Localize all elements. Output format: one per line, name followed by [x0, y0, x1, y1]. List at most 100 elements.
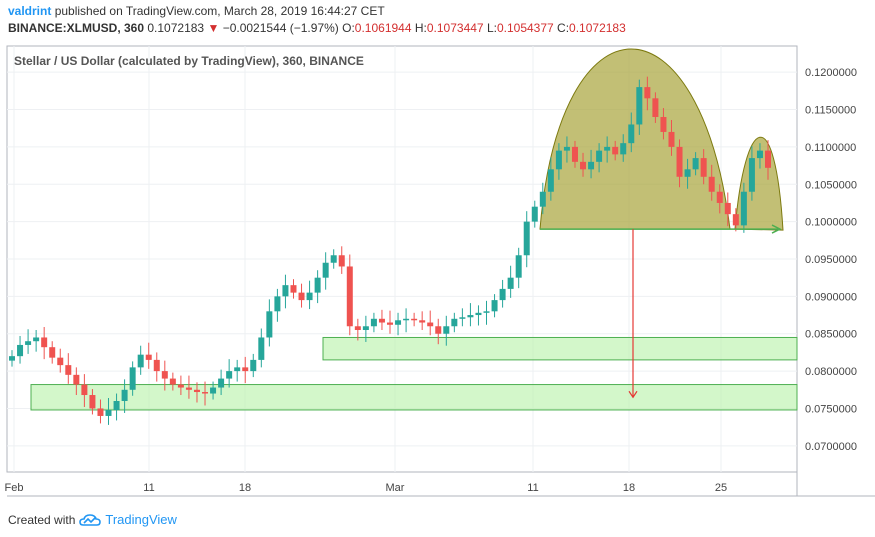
- support-zone: [322, 336, 798, 361]
- high-value: 0.1073447: [426, 21, 484, 35]
- candle-body: [555, 150, 562, 170]
- candle-body: [73, 374, 80, 385]
- candle-body: [218, 378, 225, 388]
- candle-body: [65, 365, 72, 375]
- candle-body: [732, 214, 739, 226]
- candle-body: [113, 401, 120, 410]
- candle-body: [362, 326, 369, 330]
- candle-body: [700, 158, 707, 177]
- candle-body: [306, 292, 313, 301]
- candle-body: [266, 311, 273, 338]
- last-price: 0.1072183: [147, 21, 205, 35]
- candle-body: [330, 255, 337, 263]
- close-value: 0.1072183: [569, 21, 626, 35]
- candle-body: [475, 312, 482, 316]
- candle-body: [202, 392, 209, 394]
- candle-body: [483, 311, 490, 313]
- publish-text: published on TradingView.com, March 28, …: [54, 4, 385, 18]
- chart-area[interactable]: 0.0700000 0.0750000 0.0800000 0.0850000 0.09…: [0, 44, 875, 504]
- tradingview-brand[interactable]: TradingView: [105, 512, 177, 527]
- candle-body: [169, 378, 176, 385]
- candle-body: [604, 146, 611, 151]
- head-shape: [539, 48, 731, 230]
- x-tick-label: 18: [239, 482, 251, 494]
- candle-body: [435, 326, 442, 334]
- candle-body: [49, 347, 56, 358]
- candle-body: [378, 318, 385, 323]
- symbol-label: BINANCE:XLMUSD, 360: [8, 21, 145, 35]
- candle-body: [451, 318, 458, 327]
- candle-body: [121, 389, 128, 401]
- candle-body: [765, 150, 771, 168]
- candle-body: [274, 296, 281, 312]
- x-tick-label: 11: [143, 482, 154, 494]
- candle-body: [234, 367, 241, 372]
- candle-body: [531, 206, 538, 222]
- candle-body: [395, 320, 402, 325]
- y-tick-label: 0.0850000: [805, 329, 857, 341]
- price-chart[interactable]: 0.0700000 0.0750000 0.0800000 0.0850000 0.09…: [0, 44, 875, 504]
- symbol-info: BINANCE:XLMUSD, 360 0.1072183 ▼ −0.00215…: [8, 21, 626, 35]
- candle-body: [620, 143, 627, 155]
- candle-body: [668, 131, 675, 147]
- candle-body: [716, 191, 723, 203]
- candle-body: [193, 389, 200, 393]
- candle-body: [322, 262, 329, 278]
- x-tick-label: 11: [527, 482, 538, 494]
- candle-body: [523, 221, 530, 256]
- candle-body: [314, 277, 321, 293]
- candle-body: [692, 158, 699, 170]
- candle-body: [338, 255, 345, 267]
- y-tick-label: 0.0900000: [805, 291, 857, 303]
- open-value: 0.1061944: [354, 21, 412, 35]
- candle-body: [41, 337, 48, 348]
- y-tick-label: 0.0750000: [805, 403, 857, 415]
- candle-body: [660, 117, 667, 132]
- x-tick-label: Feb: [5, 482, 24, 494]
- candle-body: [539, 191, 546, 207]
- candle-body: [81, 384, 88, 396]
- candle-body: [370, 318, 377, 327]
- candle-body: [419, 320, 426, 323]
- candle-body: [346, 266, 353, 327]
- y-tick-label: 0.1150000: [805, 105, 856, 117]
- low-value: 0.1054377: [496, 21, 554, 35]
- y-tick-label: 0.1100000: [805, 142, 856, 154]
- candle-body: [563, 146, 570, 151]
- candle-body: [596, 150, 603, 162]
- candle-body: [258, 337, 265, 360]
- candle-body: [242, 367, 249, 372]
- candle-body: [57, 357, 64, 366]
- candle-body: [724, 202, 731, 215]
- close-label: C:: [557, 21, 570, 35]
- chart-title: Stellar / US Dollar (calculated by Tradi…: [14, 54, 364, 68]
- candle-body: [515, 255, 522, 278]
- tradingview-cloud-icon[interactable]: [79, 513, 102, 527]
- candle-body: [226, 371, 233, 379]
- candle-body: [9, 356, 15, 361]
- candle-body: [185, 387, 192, 390]
- candle-body: [547, 169, 554, 192]
- candle-body: [411, 318, 418, 321]
- author-name[interactable]: valdrint: [8, 4, 52, 18]
- y-tick-label: 0.0800000: [805, 366, 857, 378]
- candle-body: [97, 408, 104, 416]
- candle-body: [290, 285, 297, 293]
- candle-body: [684, 169, 691, 177]
- open-label: O:: [342, 21, 355, 35]
- candle-body: [145, 354, 152, 360]
- candle-body: [210, 387, 217, 394]
- y-tick-label: 0.1050000: [805, 179, 857, 191]
- candle-body: [137, 354, 144, 368]
- candle-body: [298, 292, 305, 301]
- candle-body: [153, 359, 160, 372]
- neckline-arrow-icon: [771, 224, 782, 234]
- low-label: L:: [486, 21, 497, 35]
- candle-body: [708, 176, 715, 192]
- candle-body: [499, 288, 506, 301]
- candle-body: [89, 395, 96, 409]
- candle-body: [250, 359, 257, 372]
- candle-body: [282, 285, 289, 297]
- candle-body: [756, 150, 763, 159]
- candle-body: [628, 124, 635, 144]
